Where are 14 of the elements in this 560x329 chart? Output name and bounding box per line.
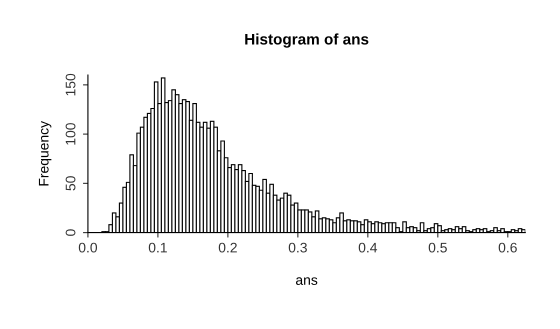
y-tick-label: 0	[66, 229, 76, 236]
x-tick-label: 0.3	[288, 242, 307, 253]
chart-title: Histogram of ans	[245, 33, 368, 48]
x-tick-label: 0.1	[148, 242, 167, 253]
x-tick-label: 0.2	[218, 242, 237, 253]
y-tick-label: 100	[66, 123, 76, 145]
x-axis-title: ans	[296, 277, 318, 285]
y-axis-title: Frequency	[38, 121, 52, 186]
x-tick-label: 0.6	[498, 242, 517, 253]
x-tick-label: 0.4	[358, 242, 378, 253]
x-tick-label: 0.5	[428, 242, 447, 253]
y-tick-label: 150	[66, 74, 76, 96]
x-tick-label: 0.0	[78, 242, 98, 253]
y-tick-label: 50	[66, 176, 76, 191]
